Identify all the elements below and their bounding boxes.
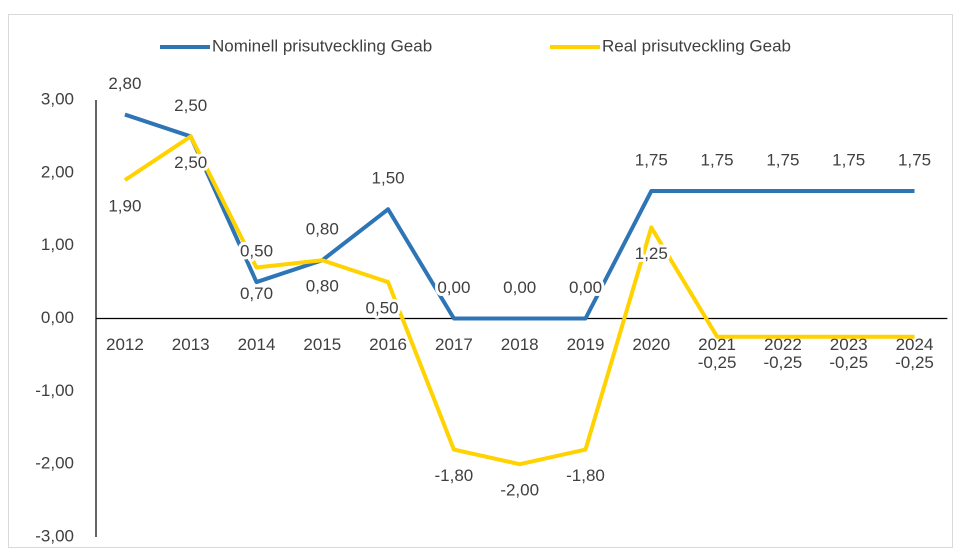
data-label: 1,75 — [898, 151, 931, 170]
x-tick-label: 2014 — [238, 335, 276, 354]
data-label: 0,00 — [437, 278, 470, 297]
y-tick-label: 1,00 — [41, 235, 74, 254]
data-label: -0,25 — [698, 353, 737, 372]
y-tick-label: -1,00 — [35, 381, 74, 400]
x-tick-label: 2021 — [698, 335, 736, 354]
data-label: -1,80 — [566, 466, 605, 485]
data-label: 0,70 — [240, 284, 273, 303]
x-tick-label: 2019 — [567, 335, 605, 354]
data-label: 0,00 — [503, 278, 536, 297]
x-tick-label: 2023 — [830, 335, 868, 354]
data-label: 1,75 — [635, 151, 668, 170]
x-tick-label: 2017 — [435, 335, 473, 354]
data-label: 1,75 — [832, 151, 865, 170]
y-tick-label: 3,00 — [41, 89, 74, 108]
data-label: 1,50 — [372, 169, 405, 188]
data-label: 0,50 — [366, 299, 399, 318]
x-tick-label: 2022 — [764, 335, 802, 354]
x-tick-label: 2018 — [501, 335, 539, 354]
data-label: 1,75 — [766, 151, 799, 170]
x-tick-label: 2015 — [303, 335, 341, 354]
data-label: 2,80 — [108, 74, 141, 93]
data-label: -2,00 — [500, 481, 539, 500]
data-label: 1,90 — [108, 197, 141, 216]
data-label: 1,25 — [635, 244, 668, 263]
data-label: 1,75 — [701, 151, 734, 170]
data-label: 2,50 — [174, 96, 207, 115]
data-label: 0,50 — [240, 242, 273, 261]
y-tick-label: 2,00 — [41, 162, 74, 181]
chart-border — [8, 14, 953, 548]
y-tick-label: -2,00 — [35, 454, 74, 473]
x-tick-label: 2020 — [632, 335, 670, 354]
data-label: 0,80 — [306, 277, 339, 296]
data-label: -0,25 — [895, 353, 934, 372]
series-line — [123, 134, 915, 467]
data-label: -1,80 — [435, 466, 474, 485]
legend-label: Nominell prisutveckling Geab — [212, 36, 432, 55]
data-label: -0,25 — [764, 353, 803, 372]
x-tick-label: 2012 — [106, 335, 144, 354]
x-tick-label: 2016 — [369, 335, 407, 354]
data-label: 2,50 — [174, 153, 207, 172]
x-tick-label: 2013 — [172, 335, 210, 354]
x-tick-label: 2024 — [896, 335, 934, 354]
legend-label: Real prisutveckling Geab — [602, 36, 791, 55]
series-line — [124, 112, 915, 321]
data-label: -0,25 — [829, 353, 868, 372]
y-tick-label: 0,00 — [41, 308, 74, 327]
data-label: 0,80 — [306, 220, 339, 239]
data-label: 0,00 — [569, 278, 602, 297]
y-tick-label: -3,00 — [35, 526, 74, 545]
